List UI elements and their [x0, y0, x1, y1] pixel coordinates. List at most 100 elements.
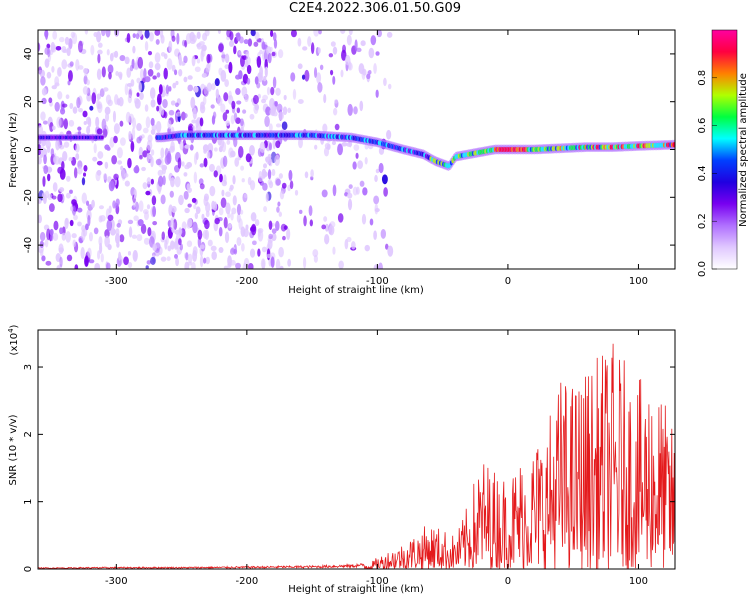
heatmap-noise-cell	[163, 67, 168, 80]
heatmap-noise-cell	[113, 123, 120, 135]
heatmap-noise-cell	[191, 197, 197, 203]
heatmap-noise-cell	[238, 218, 243, 230]
heatmap-noise-cell	[267, 52, 272, 64]
colorbar-frame	[711, 29, 738, 270]
heatmap-noise-cell	[193, 153, 198, 165]
colorbar-ticks: 0.0 0.2 0.4 0.6 0.8	[697, 70, 717, 277]
heatmap-noise-cell	[211, 83, 216, 91]
heatmap-noise-cell	[227, 223, 232, 229]
heatmap-noise-cell	[260, 258, 266, 269]
snr-y-tick-label: 1	[23, 498, 34, 504]
heatmap-noise-cell	[203, 257, 207, 264]
heatmap-noise-cell	[101, 30, 106, 37]
heatmap-noise-cell	[199, 117, 204, 127]
figure-title: C2E4.2022.306.01.50.G09	[288, 1, 462, 16]
spectrogram-y-tick-label: 20	[23, 95, 34, 108]
heatmap-noise-cell	[127, 157, 132, 169]
heatmap-noise-cell	[55, 46, 62, 51]
heatmap-noise-cell	[101, 118, 107, 131]
heatmap-noise-cell	[187, 75, 193, 80]
heatmap-noise-cell	[281, 182, 287, 189]
colorbar-tick-label: 0.2	[697, 213, 708, 229]
heatmap-noise-cell	[185, 32, 192, 45]
spectrogram-y-tick-label: 40	[23, 48, 34, 61]
heatmap-noise-cell	[319, 64, 324, 71]
heatmap-noise-cell	[224, 64, 230, 70]
heatmap-noise-cell	[332, 75, 336, 85]
heatmap-noise-cell	[247, 38, 253, 47]
heatmap-noise-cell	[56, 265, 61, 269]
heatmap-noise-cell	[146, 204, 151, 210]
heatmap-noise-cell	[183, 190, 189, 200]
heatmap-noise-cell	[244, 94, 249, 103]
heatmap-noise-cell	[310, 42, 315, 55]
heatmap-noise-cell	[348, 30, 353, 36]
heatmap-noise-cell	[154, 52, 161, 63]
heatmap-noise-cell	[274, 100, 278, 107]
heatmap-noise-cell	[113, 135, 118, 144]
heatmap-noise-cell	[144, 76, 151, 83]
heatmap-noise-cell	[96, 31, 102, 43]
heatmap-noise-cell	[213, 170, 218, 178]
colorbar-tick-label: 0.6	[697, 118, 708, 134]
heatmap-noise-cell	[321, 224, 327, 230]
heatmap-noise-cell	[196, 43, 201, 48]
heatmap-noise-cell	[57, 166, 64, 174]
heatmap-noise-cell	[162, 175, 166, 186]
heatmap-noise-cell	[125, 111, 131, 123]
heatmap-noise-cell	[317, 47, 321, 54]
heatmap-noise-cell	[364, 244, 370, 252]
heatmap-noise-cell	[222, 112, 228, 122]
heatmap-noise-cell	[297, 63, 303, 70]
heatmap-noise-cell	[157, 175, 164, 187]
heatmap-noise-cell	[224, 53, 230, 64]
heatmap-noise-cell	[40, 76, 46, 86]
heatmap-noise-cell	[268, 123, 273, 132]
heatmap-noise-cell	[243, 39, 249, 45]
heatmap-noise-cell	[178, 194, 184, 206]
heatmap-noise-cell	[145, 265, 149, 269]
heatmap-noise-cell	[96, 68, 102, 80]
heatmap-noise-cell	[316, 72, 322, 84]
heatmap-noise-cell	[81, 192, 88, 204]
heatmap-noise-cell	[67, 80, 71, 86]
heatmap-noise-cell	[69, 219, 74, 227]
heatmap-noise-cell	[183, 76, 188, 83]
heatmap-noise-cell	[82, 110, 88, 118]
heatmap-noise-cell	[46, 43, 51, 49]
heatmap-noise-cell	[161, 231, 166, 241]
heatmap-noise-cell	[254, 31, 260, 40]
heatmap-noise-cell	[133, 97, 140, 105]
heatmap-noise-cell	[88, 231, 93, 242]
heatmap-noise-cell	[133, 215, 139, 221]
heatmap-noise-cell	[65, 231, 71, 243]
heatmap-noise-cell	[150, 117, 155, 126]
heatmap-noise-cell	[194, 66, 201, 73]
heatmap-noise-cell	[39, 240, 44, 249]
heatmap-noise-cell	[323, 146, 330, 157]
heatmap-noise-cell	[39, 249, 44, 257]
heatmap-noise-cell	[49, 228, 54, 236]
heatmap-noise-cell	[350, 241, 356, 250]
heatmap-noise-cell	[220, 69, 227, 82]
heatmap-noise-cell	[58, 187, 65, 193]
heatmap-noise-cell	[385, 243, 389, 250]
heatmap-noise-cell	[271, 51, 276, 57]
heatmap-noise-cell	[204, 30, 210, 37]
heatmap-noise-cell	[217, 97, 223, 106]
heatmap-noise-cell	[96, 160, 103, 166]
heatmap-noise-cell	[352, 161, 357, 170]
heatmap-noise-cell	[139, 154, 143, 160]
snr-panel: -300 -200 -100 0 100 0 1 2 3 Height of straight …	[7, 324, 676, 595]
heatmap-noise-cell	[132, 45, 136, 54]
heatmap-noise-cell	[245, 224, 249, 231]
heatmap-noise-cell	[135, 33, 140, 40]
heatmap-noise-cell	[141, 166, 146, 172]
heatmap-noise-cell	[246, 64, 252, 75]
heatmap-noise-cell	[220, 103, 226, 113]
heatmap-noise-cell	[77, 221, 82, 227]
heatmap-noise-cell	[357, 160, 363, 169]
heatmap-noise-cell	[48, 203, 55, 212]
heatmap-noise-cell	[75, 153, 80, 161]
heatmap-noise-cell	[94, 262, 101, 269]
